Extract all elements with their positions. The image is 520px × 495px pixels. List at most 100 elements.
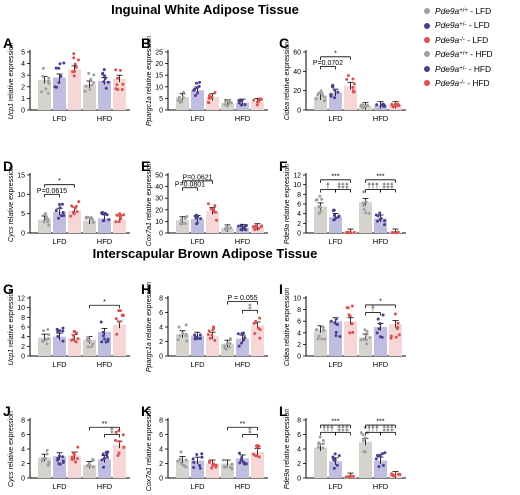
data-point [179,218,183,222]
data-point [185,339,189,343]
data-point [193,93,197,97]
data-point [62,214,66,218]
significance-label: *** [376,419,384,426]
panel-letter: H [141,281,151,297]
data-point [254,227,258,231]
bar [98,218,111,233]
y-axis-label-gene: Pde9a [284,224,291,244]
data-point [318,194,322,198]
bar [113,444,126,478]
data-point [390,473,394,477]
panel-letter: K [141,403,151,419]
data-point [378,218,382,222]
data-point [58,62,62,66]
data-point [100,340,104,344]
data-point [323,95,327,99]
data-point [178,334,182,338]
data-point [337,214,341,218]
data-point [84,215,88,219]
data-point [61,339,65,343]
data-point [212,207,216,211]
data-point [176,459,180,463]
y-axis-label-text: relative expression [284,164,291,224]
y-axis-label-text: relative expression [146,282,153,342]
data-point [207,329,211,333]
data-point [240,341,244,345]
data-point [71,333,75,337]
data-point [73,206,77,210]
legend-separator: - [466,20,474,31]
data-point [90,345,94,349]
data-point [338,334,342,338]
data-point [242,462,246,466]
panel-letter: A [3,35,13,51]
data-point [193,333,197,337]
data-point [195,86,199,90]
data-point [345,77,349,81]
data-point [195,452,199,456]
data-point [228,337,232,341]
x-category-label: HFD [97,114,113,123]
legend-gene: Pde9a [435,78,460,89]
data-point [214,210,218,214]
bar [113,78,126,110]
data-point [91,221,95,225]
y-tick-label: 4 [21,447,25,454]
data-point [47,223,51,227]
legend-gene: Pde9a [435,63,460,74]
y-tick-label: 0 [159,231,163,238]
data-point [101,330,105,334]
y-tick-label: 6 [159,432,163,439]
data-point [237,101,241,105]
data-point [223,344,227,348]
data-point [46,328,50,332]
data-point [257,227,261,231]
y-tick-label: 1 [21,96,25,103]
data-point [198,466,202,470]
data-point [351,85,355,89]
data-point [207,101,211,105]
data-point [318,435,322,439]
data-point [366,103,370,107]
data-point [334,317,338,321]
legend-genotype: +/+ [459,51,468,58]
legend-separator: - [467,6,476,16]
data-point [92,73,96,77]
data-point [206,332,210,336]
data-point [102,456,106,460]
panel-letter: I [279,281,283,297]
y-tick-label: 2 [297,221,301,228]
data-point [100,458,104,462]
y-tick-label: 25 [155,50,163,57]
data-point [118,68,122,72]
y-tick-label: 6 [21,325,25,332]
significance-label: P=0.0702 [313,60,343,67]
data-point [241,332,245,336]
y-axis-label-gene: Cidea [284,102,291,120]
data-point [102,465,106,469]
y-tick-label: 20 [293,88,301,95]
y-tick-label: 2 [21,461,25,468]
data-point [200,452,204,456]
data-point [121,82,125,86]
bar [98,81,111,110]
significance-label: ‡ [248,428,252,435]
data-point [318,442,322,446]
data-point [226,99,230,103]
data-point [364,338,368,342]
data-point [59,214,63,218]
y-tick-label: 2 [159,461,163,468]
significance-label: P=0.0615 [37,188,67,195]
bar [68,69,81,110]
significance-label: *** [376,173,384,180]
data-point [90,83,94,87]
y-tick-label: 8 [297,307,301,314]
x-category-label: LFD [328,482,343,491]
data-point [396,102,400,106]
data-point [352,90,356,94]
data-point [315,198,319,202]
data-point [212,326,216,330]
data-point [44,217,48,221]
significance-label: ††† [367,183,379,190]
data-point [256,443,260,447]
